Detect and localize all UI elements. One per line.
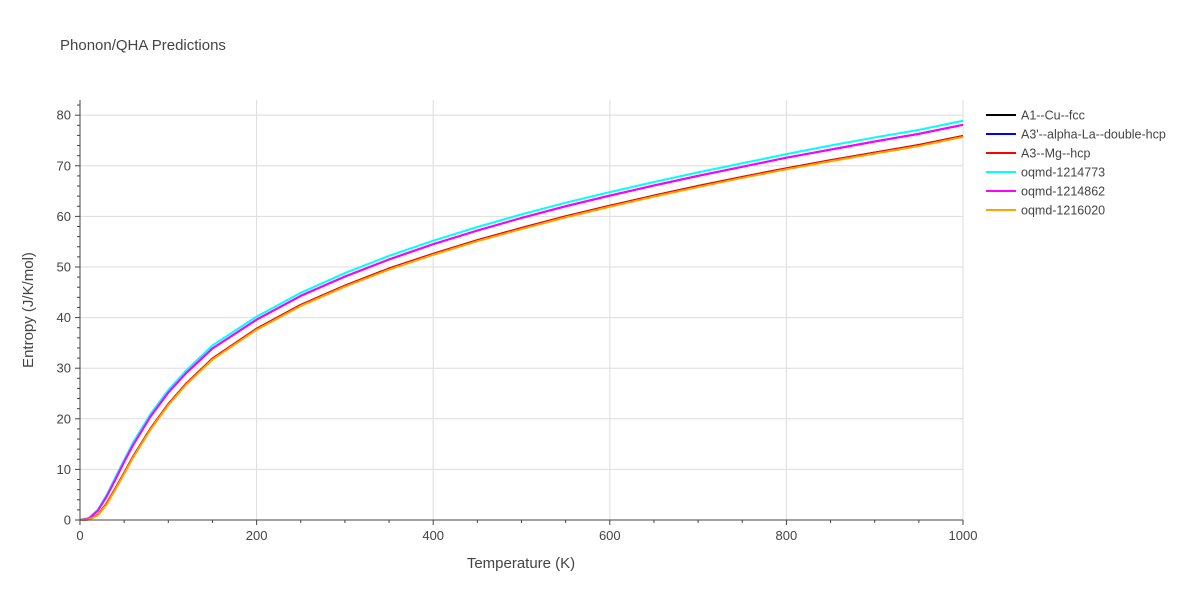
- axes: 0 200 400 600 800 1000 0 10 20 30 40 50 60 70 80: [57, 100, 978, 543]
- y-tick-label: 20: [57, 411, 71, 426]
- x-tick-label: 200: [246, 528, 268, 543]
- series-line-1: [79, 134, 964, 521]
- legend-label: oqmd-1214773: [1021, 166, 1105, 180]
- x-axis-title: Temperature (K): [467, 555, 575, 572]
- x-tick-label: 1000: [949, 528, 978, 543]
- series-line-5: [79, 123, 964, 521]
- legend-item[interactable]: A1--Cu--fcc: [986, 109, 1085, 123]
- chart-title: Phonon/QHA Predictions: [60, 37, 226, 54]
- plot-area[interactable]: [79, 119, 964, 521]
- y-tick-label: 10: [57, 462, 71, 477]
- series-line-2: [79, 123, 964, 521]
- grid: [80, 100, 964, 520]
- legend-label: oqmd-1216020: [1021, 204, 1105, 218]
- x-tick-label: 400: [422, 528, 444, 543]
- series-line-6: [79, 135, 964, 521]
- y-tick-label: 40: [57, 310, 71, 325]
- y-tick-label: 80: [57, 108, 71, 123]
- legend-label: A1--Cu--fcc: [1021, 109, 1085, 123]
- series-line-4: [79, 119, 964, 521]
- y-tick-label: 60: [57, 209, 71, 224]
- series-line-3: [79, 134, 964, 521]
- legend-item[interactable]: A3'--alpha-La--double-hcp: [986, 128, 1166, 142]
- y-tick-label: 70: [57, 158, 71, 173]
- y-tick-label: 50: [57, 259, 71, 274]
- y-axis-title: Entropy (J/K/mol): [20, 252, 37, 368]
- legend[interactable]: A1--Cu--fcc A3'--alpha-La--double-hcp A3--…: [986, 109, 1166, 218]
- legend-item[interactable]: A3--Mg--hcp: [986, 147, 1091, 161]
- x-tick-label: 0: [76, 528, 83, 543]
- legend-item[interactable]: oqmd-1216020: [986, 204, 1105, 218]
- x-tick-label: 800: [776, 528, 798, 543]
- y-tick-label: 30: [57, 361, 71, 376]
- legend-label: A3--Mg--hcp: [1021, 147, 1091, 161]
- legend-label: oqmd-1214862: [1021, 185, 1105, 199]
- legend-item[interactable]: oqmd-1214773: [986, 166, 1105, 180]
- y-tick-label: 0: [64, 513, 71, 528]
- legend-label: A3'--alpha-La--double-hcp: [1021, 128, 1166, 142]
- x-tick-label: 600: [599, 528, 621, 543]
- legend-item[interactable]: oqmd-1214862: [986, 185, 1105, 199]
